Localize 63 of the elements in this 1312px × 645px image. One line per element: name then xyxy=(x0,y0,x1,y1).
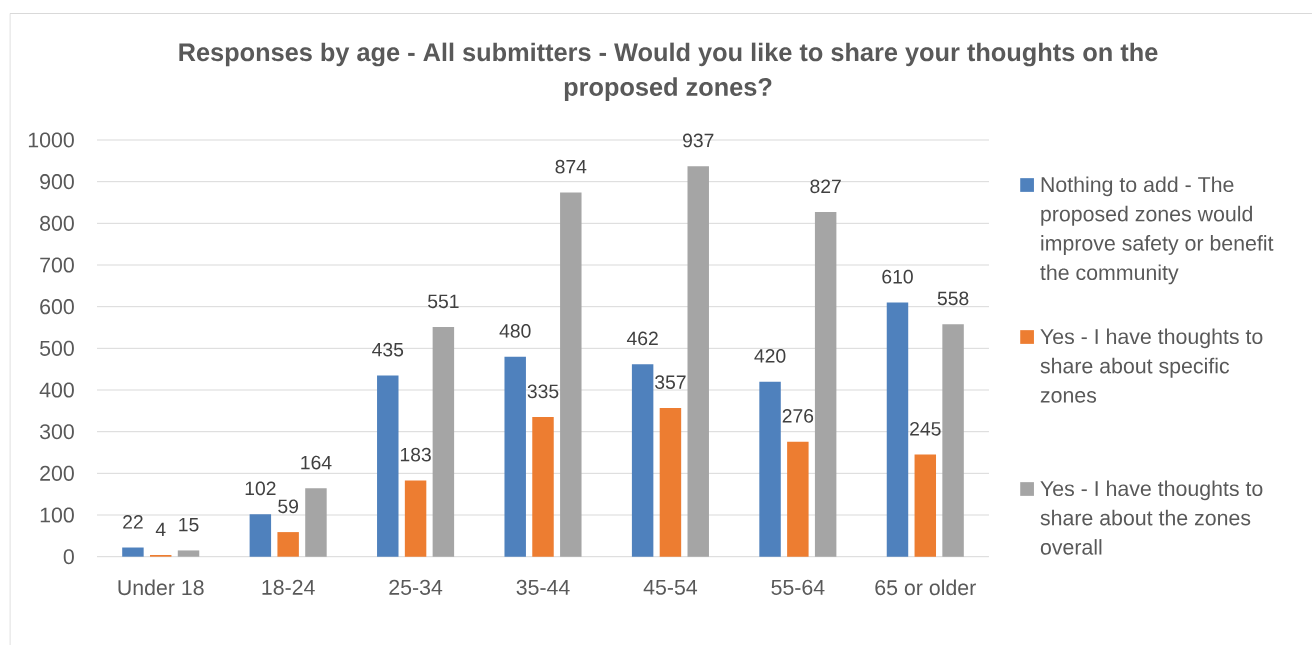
data-label: 480 xyxy=(499,324,531,338)
bar xyxy=(177,550,200,557)
data-label: 435 xyxy=(372,342,404,357)
bar xyxy=(404,480,427,557)
bar xyxy=(305,488,327,557)
bar xyxy=(886,302,909,557)
bar xyxy=(787,441,809,557)
bar xyxy=(814,212,837,557)
chart-title: Responses by age - All submitters - Would you like to share your thoughts on the proposed zones? xyxy=(179,42,1158,101)
data-label: 22 xyxy=(123,515,143,529)
y-tick-label: 900 xyxy=(40,174,74,190)
legend-label: Yes - I have thoughts to share about specific zones xyxy=(1040,328,1263,403)
y-tick-label: 0 xyxy=(63,549,74,565)
bar xyxy=(759,381,781,557)
bar xyxy=(687,166,709,557)
bar xyxy=(532,417,554,557)
data-label: 245 xyxy=(910,421,941,436)
y-tick-label: 1000 xyxy=(28,132,74,148)
bar xyxy=(659,407,682,557)
x-tick-label: 35-44 xyxy=(516,579,570,595)
bar xyxy=(432,327,455,557)
bar xyxy=(504,356,526,557)
data-label: 59 xyxy=(278,499,298,514)
data-label: 102 xyxy=(245,481,276,496)
data-label: 462 xyxy=(626,331,658,346)
y-tick-label: 800 xyxy=(40,215,74,231)
y-tick-label: 700 xyxy=(40,257,74,273)
x-tick-label: 45-54 xyxy=(643,579,698,595)
bar xyxy=(277,532,299,557)
x-tick-label: 25-34 xyxy=(389,579,443,595)
data-label: 335 xyxy=(527,384,559,399)
data-label: 874 xyxy=(555,159,587,174)
data-label: 937 xyxy=(683,133,714,148)
bar xyxy=(942,324,964,557)
legend-label: Yes - I have thoughts to share about the zones overall xyxy=(1040,480,1263,555)
data-label: 827 xyxy=(810,179,841,194)
x-tick-label: 55-64 xyxy=(771,579,825,595)
bar xyxy=(914,454,937,557)
x-tick-label: Under 18 xyxy=(118,579,204,596)
y-tick-label: 600 xyxy=(40,299,74,315)
data-label: 15 xyxy=(179,518,199,532)
y-tick-label: 400 xyxy=(39,382,74,398)
y-tick-label: 300 xyxy=(39,424,74,440)
data-label: 558 xyxy=(937,291,969,306)
data-label: 164 xyxy=(301,455,332,470)
data-label: 551 xyxy=(428,294,459,309)
bar xyxy=(560,192,582,557)
y-tick-label: 500 xyxy=(40,340,74,356)
data-label: 357 xyxy=(655,375,686,389)
y-tick-label: 200 xyxy=(40,465,74,481)
data-label: 276 xyxy=(782,409,814,423)
x-tick-label: 65 or older xyxy=(875,579,976,596)
data-label: 610 xyxy=(882,269,913,284)
bar xyxy=(377,375,399,557)
y-tick-label: 100 xyxy=(40,507,74,523)
data-label: 420 xyxy=(754,349,786,363)
legend-label: Nothing to add - The proposed zones would improve safety or benefit the community xyxy=(1040,176,1274,285)
data-label: 183 xyxy=(400,447,431,462)
bar xyxy=(122,547,144,557)
bar xyxy=(249,514,272,557)
x-tick-label: 18-24 xyxy=(262,579,315,595)
data-label: 4 xyxy=(155,522,166,537)
bar xyxy=(631,364,654,557)
